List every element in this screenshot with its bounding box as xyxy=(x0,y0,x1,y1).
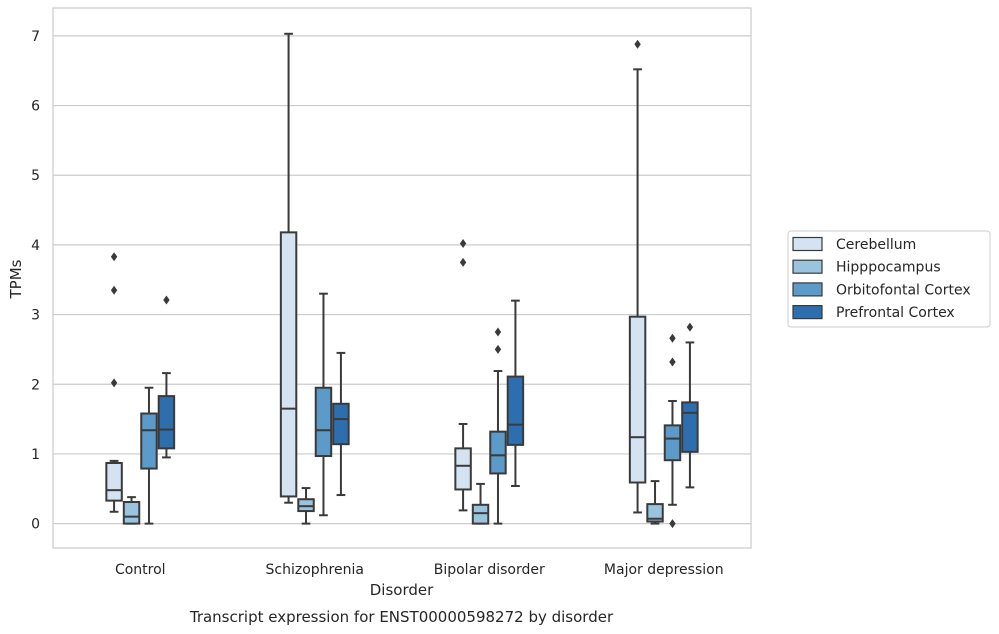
outlier-point xyxy=(494,327,502,337)
outlier-point xyxy=(459,257,467,267)
box-body xyxy=(314,386,333,458)
box-3-1 xyxy=(646,480,664,525)
y-tick-label: 4 xyxy=(31,238,40,254)
box-body xyxy=(489,430,507,475)
boxes xyxy=(105,32,699,529)
chart-caption: Transcript expression for ENST0000059827… xyxy=(189,608,614,626)
box-body xyxy=(454,447,472,491)
outlier-point xyxy=(669,519,676,529)
x-tick-label: Major depression xyxy=(604,562,724,578)
outlier-point xyxy=(110,252,118,262)
box-2-1 xyxy=(471,482,490,525)
plot-frame xyxy=(52,7,752,549)
legend-label: Cerebellum xyxy=(836,237,916,253)
outlier-point xyxy=(163,295,170,305)
legend-swatch xyxy=(792,305,823,320)
y-tick-label: 6 xyxy=(31,99,40,115)
legend: Cerebellum Hipppocampus Orbitofontal Corte… xyxy=(787,230,991,328)
box-body xyxy=(628,315,647,484)
box-3-3 xyxy=(681,322,699,489)
box-body xyxy=(140,412,158,470)
outlier-point xyxy=(494,344,502,354)
y-tick-label: 2 xyxy=(31,377,40,393)
outlier-point xyxy=(669,357,676,367)
box-body xyxy=(506,375,525,446)
box-body xyxy=(297,498,315,513)
box-0-0 xyxy=(105,252,123,513)
box-body xyxy=(122,501,141,525)
x-axis-title: Disorder xyxy=(370,581,434,599)
y-tick-labels: 0 1 2 3 4 5 6 7 xyxy=(31,29,40,533)
box-1-2 xyxy=(314,292,333,517)
legend-frame xyxy=(787,230,991,328)
box-3-0 xyxy=(628,39,647,514)
y-tick-label: 0 xyxy=(31,517,40,533)
y-tick-label: 7 xyxy=(31,29,40,45)
legend-label: Hipppocampus xyxy=(836,260,941,276)
box-0-3 xyxy=(157,295,176,459)
outlier-point xyxy=(669,333,676,343)
outlier-point xyxy=(634,39,641,49)
box-0-2 xyxy=(140,386,158,525)
legend-swatch xyxy=(792,259,823,274)
legend-label: Prefrontal Cortex xyxy=(836,305,955,321)
legend-label: Orbitofontal Cortex xyxy=(836,282,971,298)
x-tick-label: Bipolar disorder xyxy=(434,562,545,578)
x-tick-label: Schizophrenia xyxy=(266,562,364,578)
y-axis-title: TPMs xyxy=(7,259,25,299)
box-body xyxy=(663,424,682,462)
x-tick-label: Control xyxy=(115,562,166,578)
gridlines xyxy=(53,35,751,525)
outlier-point xyxy=(110,378,118,388)
box-2-3 xyxy=(506,299,525,487)
box-0-1 xyxy=(122,496,141,525)
outlier-point xyxy=(459,239,467,249)
box-body xyxy=(471,503,490,525)
box-2-0 xyxy=(454,239,472,512)
y-tick-label: 1 xyxy=(31,447,40,463)
y-tick-label: 3 xyxy=(31,308,40,324)
box-body xyxy=(681,401,699,453)
outlier-point xyxy=(110,285,118,295)
x-tick-labels: Control Schizophrenia Bipolar disorder Majo… xyxy=(115,562,724,578)
legend-swatch xyxy=(792,236,823,252)
box-body xyxy=(646,503,664,523)
legend-swatch xyxy=(792,282,823,297)
box-body xyxy=(279,231,298,498)
box-body xyxy=(332,402,350,446)
box-1-3 xyxy=(332,351,350,497)
box-1-1 xyxy=(297,487,315,525)
outlier-point xyxy=(686,322,694,332)
box-1-0 xyxy=(279,32,298,504)
box-3-2 xyxy=(663,333,682,529)
box-body xyxy=(157,395,176,450)
box-body xyxy=(105,461,123,502)
y-tick-label: 5 xyxy=(31,168,40,184)
box-2-2 xyxy=(489,327,507,525)
